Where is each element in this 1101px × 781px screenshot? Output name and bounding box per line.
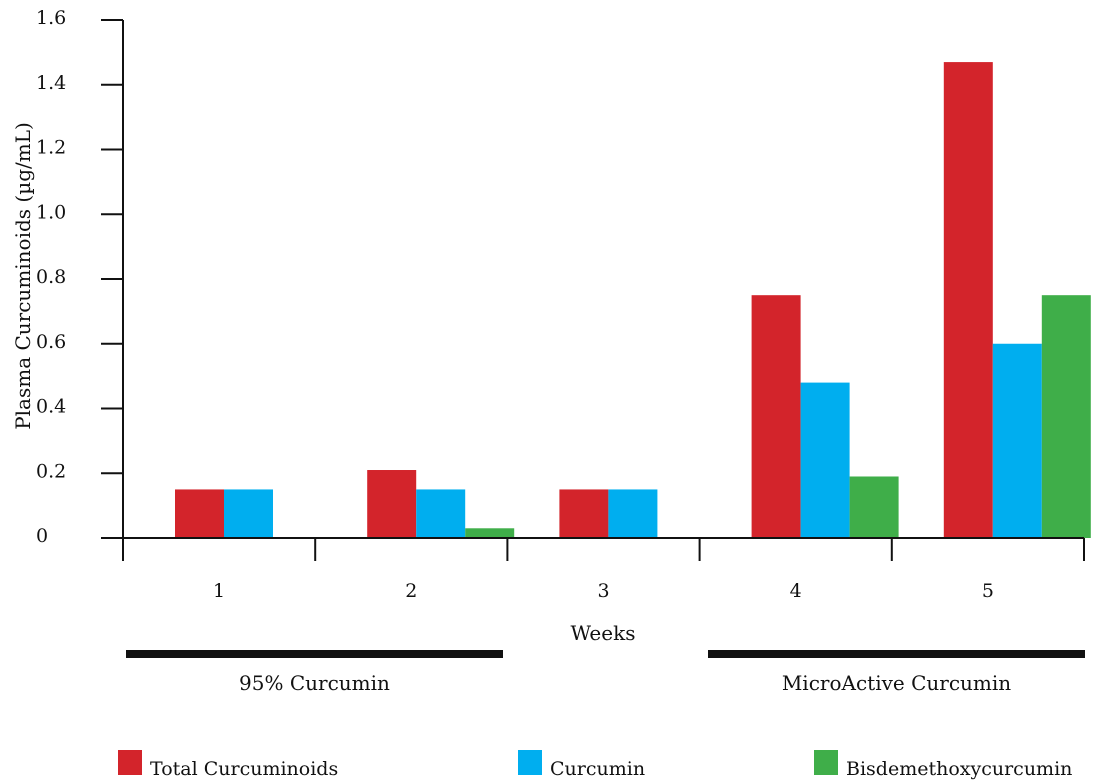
y-tick-label: 0	[36, 525, 48, 547]
bar-bisdemethoxycurcumin-week-2	[465, 528, 515, 538]
legend-swatch-bisdemethoxycurcumin	[814, 750, 838, 775]
legend-label: Total Curcuminoids	[150, 758, 338, 780]
y-tick-label: 0.6	[36, 331, 66, 353]
treatment-groups: 95% Curcumin MicroActive Curcumin	[126, 650, 1085, 695]
legend: Total Curcuminoids Curcumin Bisdemethoxycu…	[118, 750, 1072, 780]
x-axis-title: Weeks	[571, 621, 636, 645]
bar-curcumin-week-5	[992, 343, 1042, 538]
y-tick-label: 1.2	[36, 137, 66, 159]
y-tick-label: 1.6	[36, 7, 66, 29]
bar-bisdemethoxycurcumin-week-4	[849, 476, 899, 538]
bar-total-curcuminoids-week-5	[943, 62, 993, 539]
chart-axes	[101, 19, 1085, 561]
bar-total-curcuminoids-week-2	[367, 470, 417, 538]
y-tick-label: 0.4	[36, 396, 66, 418]
legend-label: Curcumin	[550, 758, 645, 780]
legend-swatch-total-curcuminoids	[118, 750, 142, 775]
x-tick-label: 5	[982, 580, 994, 602]
x-tick-label: 4	[790, 580, 802, 602]
bar-curcumin-week-1	[224, 489, 273, 538]
y-tick-label: 1.4	[36, 72, 66, 94]
legend-swatch-curcumin	[518, 750, 542, 775]
bar-total-curcuminoids-week-4	[751, 295, 801, 538]
y-tick-label: 0.8	[36, 266, 66, 288]
bar-curcumin-week-4	[800, 382, 850, 538]
chart-labels: 0 0.2 0.4 0.6 0.8 1.0 1.2 1.4 1.6 1 2 3 4 5 Weeks Plasm…	[11, 7, 994, 645]
x-tick-label: 1	[213, 580, 225, 602]
bar-total-curcuminoids-week-1	[175, 489, 224, 538]
y-tick-label: 0.2	[36, 460, 66, 482]
chart-marks	[175, 62, 1091, 539]
bar-total-curcuminoids-week-3	[559, 489, 609, 538]
y-axis-title: Plasma Curcuminoids (µg/mL)	[11, 122, 35, 430]
bar-bisdemethoxycurcumin-week-5	[1041, 295, 1091, 538]
legend-label: Bisdemethoxycurcumin	[846, 758, 1072, 780]
x-tick-label: 3	[597, 580, 609, 602]
group-label-2: MicroActive Curcumin	[782, 671, 1011, 695]
bar-curcumin-week-3	[608, 489, 658, 538]
y-tick-label: 1.0	[36, 201, 66, 223]
x-tick-label: 2	[405, 580, 417, 602]
group-label-1: 95% Curcumin	[239, 671, 390, 695]
bar-curcumin-week-2	[416, 489, 466, 538]
